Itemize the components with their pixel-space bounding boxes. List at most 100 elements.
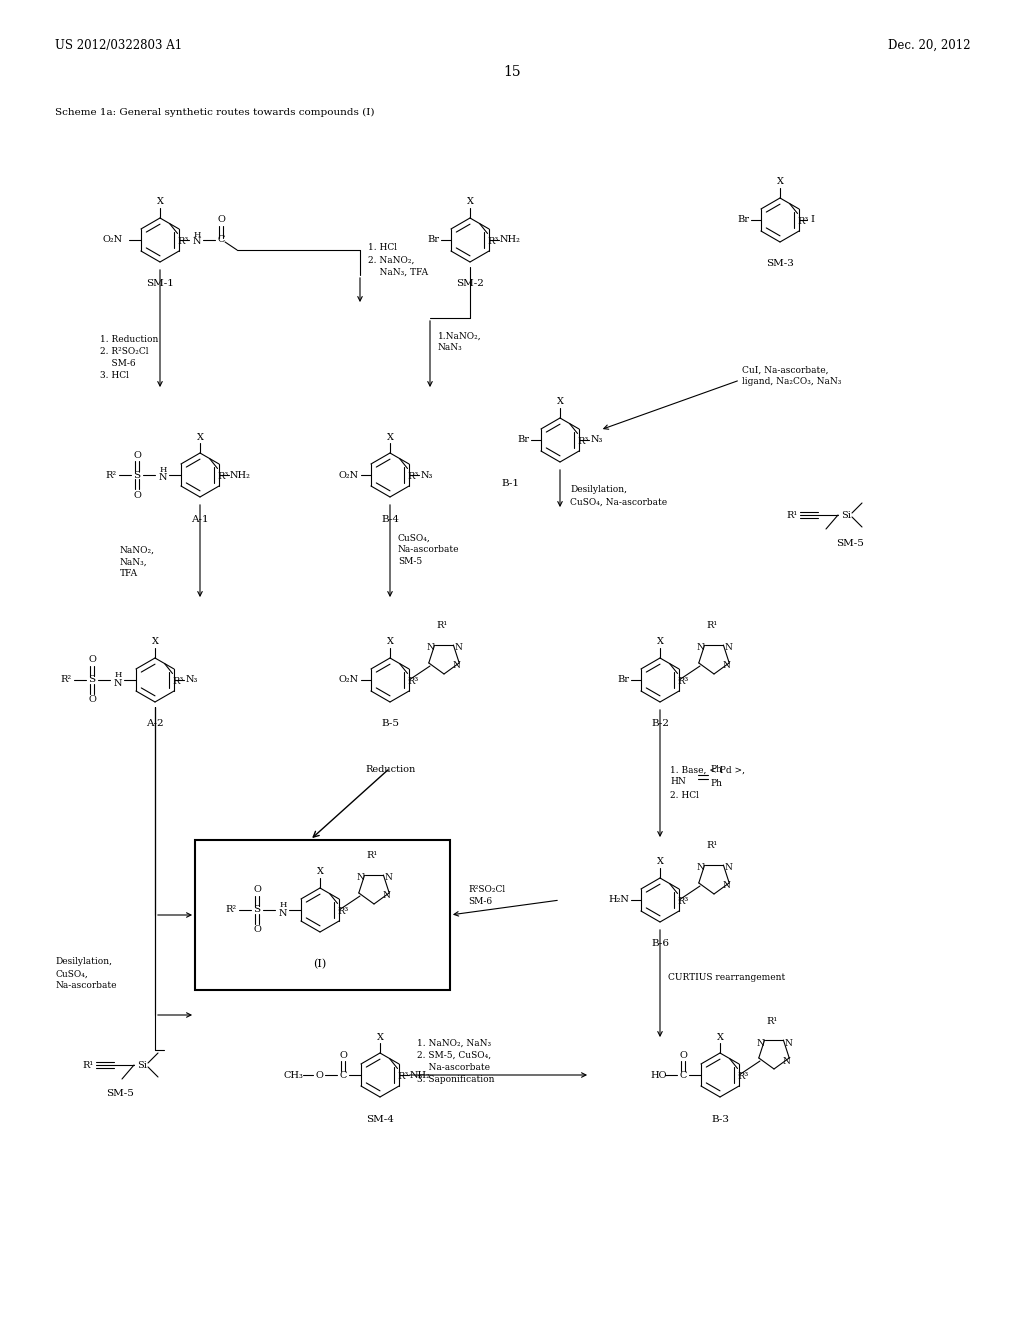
Text: R³: R³ (218, 473, 229, 480)
Text: C: C (679, 1071, 687, 1080)
Text: R³: R³ (678, 898, 689, 906)
Text: SM-5: SM-5 (836, 539, 864, 548)
Text: N₃: N₃ (186, 676, 199, 685)
Text: R¹: R¹ (82, 1060, 93, 1069)
Text: CuI, Na-ascorbate,: CuI, Na-ascorbate, (742, 366, 828, 375)
Text: X: X (316, 867, 324, 876)
Text: N: N (756, 1039, 764, 1048)
Text: Br: Br (737, 215, 749, 224)
Text: Reduction: Reduction (365, 766, 416, 775)
Bar (195, 840, 450, 990)
Text: N: N (159, 474, 167, 483)
Text: N: N (696, 644, 703, 652)
Text: SM-1: SM-1 (146, 280, 174, 289)
Text: O: O (133, 450, 141, 459)
Text: X: X (377, 1032, 384, 1041)
Text: 15: 15 (503, 65, 521, 79)
Text: X: X (197, 433, 204, 441)
Text: Br: Br (616, 676, 629, 685)
Text: R¹: R¹ (707, 622, 718, 631)
Text: NH₂: NH₂ (229, 470, 251, 479)
Text: R³: R³ (398, 1072, 410, 1081)
Text: B-5: B-5 (381, 719, 399, 729)
Text: HN: HN (670, 777, 686, 787)
Text: X: X (656, 638, 664, 647)
Text: SM-3: SM-3 (766, 260, 794, 268)
Text: R²: R² (60, 676, 72, 685)
Text: X: X (386, 638, 393, 647)
Text: R¹: R¹ (367, 851, 378, 861)
Text: ligand, Na₂CO₃, NaN₃: ligand, Na₂CO₃, NaN₃ (742, 378, 842, 387)
Text: O: O (133, 491, 141, 499)
Text: N: N (356, 874, 364, 883)
Text: N: N (722, 661, 730, 671)
Text: O: O (253, 886, 261, 895)
Text: O₂N: O₂N (339, 470, 359, 479)
Text: B-4: B-4 (381, 515, 399, 524)
Text: NaN₃, TFA: NaN₃, TFA (368, 268, 428, 276)
Text: TFA: TFA (120, 569, 138, 578)
Text: 2. HCl: 2. HCl (670, 792, 698, 800)
Text: R³: R³ (408, 677, 419, 686)
Text: H: H (115, 671, 122, 678)
Text: N: N (722, 882, 730, 891)
Text: R³: R³ (578, 437, 589, 446)
Text: O: O (679, 1051, 687, 1060)
Text: Ph: Ph (710, 780, 722, 788)
Text: R³: R³ (678, 677, 689, 686)
Text: A-2: A-2 (146, 719, 164, 729)
Text: SM-6: SM-6 (468, 898, 493, 907)
Text: CuSO₄, Na-ascorbate: CuSO₄, Na-ascorbate (570, 498, 667, 507)
Text: CURTIUS rearrangement: CURTIUS rearrangement (668, 974, 785, 982)
Text: C: C (339, 1071, 347, 1080)
Text: Desilylation,: Desilylation, (570, 486, 627, 495)
Text: X: X (556, 397, 563, 407)
Text: X: X (656, 858, 664, 866)
Text: O₂N: O₂N (339, 676, 359, 685)
Text: SM-6: SM-6 (100, 359, 135, 368)
Text: N: N (426, 644, 434, 652)
Text: SM-4: SM-4 (366, 1114, 394, 1123)
Text: Dec. 20, 2012: Dec. 20, 2012 (888, 38, 970, 51)
Text: Na-ascorbate: Na-ascorbate (55, 982, 117, 990)
Text: B-2: B-2 (651, 719, 669, 729)
Text: N₃: N₃ (591, 436, 603, 445)
Text: Desilylation,: Desilylation, (55, 957, 112, 966)
Text: X: X (717, 1032, 724, 1041)
Text: CuSO₄,: CuSO₄, (398, 533, 431, 543)
Text: N: N (193, 238, 202, 247)
Text: N: N (454, 644, 462, 652)
Text: O: O (339, 1051, 347, 1060)
Text: N: N (384, 874, 392, 883)
Text: O: O (315, 1071, 323, 1080)
Text: NaNO₂,: NaNO₂, (120, 545, 155, 554)
Text: O: O (88, 696, 96, 705)
Text: R³: R³ (173, 677, 184, 686)
Text: Ph: Ph (710, 766, 722, 775)
Text: R¹: R¹ (766, 1016, 777, 1026)
Text: 3. Saponification: 3. Saponification (417, 1074, 495, 1084)
Text: B-1: B-1 (501, 479, 519, 488)
Text: Scheme 1a: General synthetic routes towards compounds (I): Scheme 1a: General synthetic routes towa… (55, 107, 375, 116)
Text: N: N (382, 891, 390, 900)
Text: R³: R³ (798, 216, 809, 226)
Text: H₂N: H₂N (608, 895, 630, 904)
Text: NH₂: NH₂ (410, 1071, 430, 1080)
Text: 1. Reduction: 1. Reduction (100, 335, 159, 345)
Text: N: N (114, 678, 122, 688)
Text: CH₃: CH₃ (283, 1071, 303, 1080)
Text: 2. R²SO₂Cl: 2. R²SO₂Cl (100, 347, 148, 356)
Text: A-1: A-1 (191, 515, 209, 524)
Text: I: I (810, 215, 814, 224)
Text: R³: R³ (178, 238, 189, 246)
Text: 3. HCl: 3. HCl (100, 371, 129, 380)
Text: 1. Base, < Pd >,: 1. Base, < Pd >, (670, 766, 745, 775)
Text: 2. NaNO₂,: 2. NaNO₂, (368, 256, 415, 264)
Text: R²: R² (105, 470, 117, 479)
Text: S: S (253, 906, 260, 915)
Text: R³: R³ (738, 1072, 750, 1081)
Text: X: X (386, 433, 393, 441)
Text: Si: Si (137, 1060, 146, 1069)
Text: X: X (157, 198, 164, 206)
Text: Br: Br (517, 436, 529, 445)
